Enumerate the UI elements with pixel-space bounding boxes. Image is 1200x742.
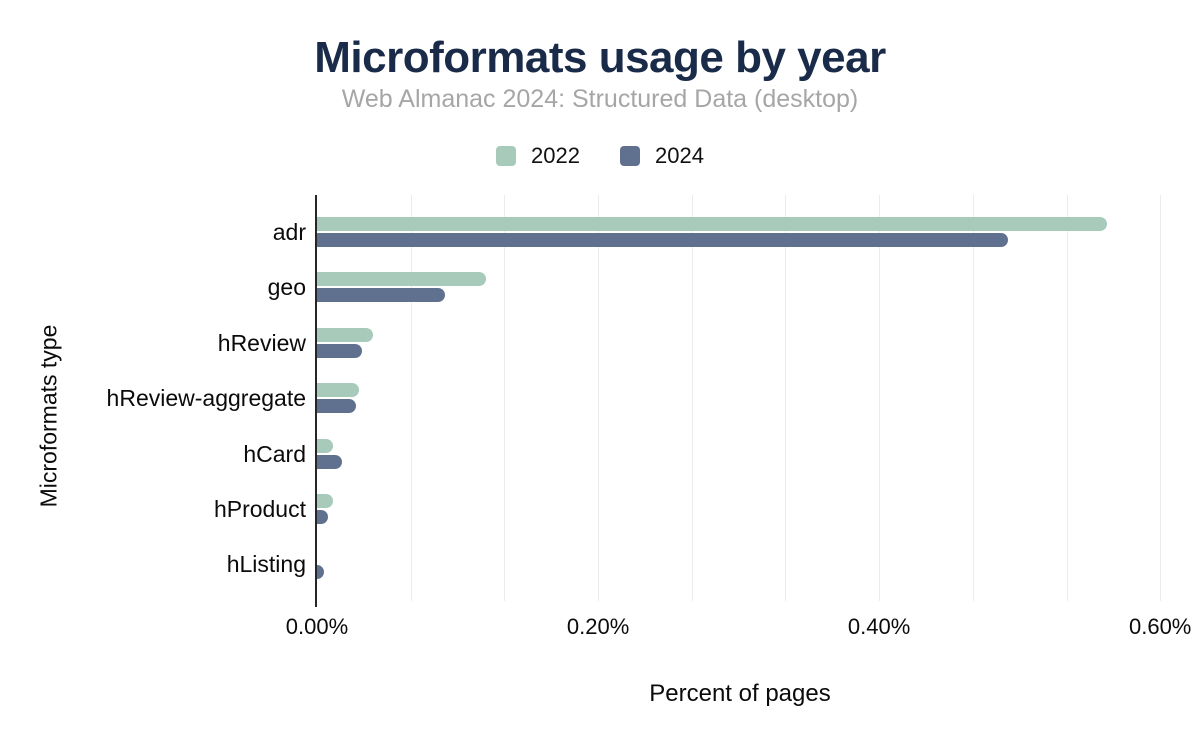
bar-2024-adr [317, 233, 1009, 247]
gridline [879, 195, 881, 601]
legend-entry-2024: 2024 [620, 143, 704, 169]
legend-swatch-icon [620, 146, 640, 166]
x-tick-label: 0.00% [285, 614, 349, 639]
legend-entry-2022: 2022 [496, 143, 580, 169]
gridline [691, 195, 693, 601]
gridline [598, 195, 600, 601]
y-axis-title-text: Microformats type [35, 324, 62, 508]
bar-2022-hReview [317, 327, 374, 342]
legend-label: 2024 [655, 143, 704, 168]
gridline [1160, 195, 1162, 601]
gridline [504, 195, 506, 601]
bar-2022-hReview-aggregate [317, 383, 360, 398]
chart-title: Microformats usage by year [314, 33, 886, 82]
bar-2022-geo [317, 272, 486, 287]
gridline [410, 195, 412, 601]
bar-2024-hListing [317, 565, 324, 580]
bar-2022-hProduct [317, 494, 333, 508]
bar-2024-hReview-aggregate [317, 399, 357, 414]
bar-2024-hProduct [317, 510, 329, 524]
x-tick-label: 0.20% [566, 614, 630, 639]
y-axis-line [315, 195, 317, 607]
bar-2022-hCard [317, 438, 333, 453]
y-tick-label-geo: geo [267, 274, 306, 301]
bar-2024-geo [317, 288, 445, 303]
bar-2024-hCard [317, 454, 343, 469]
x-tick-label: 0.60% [1128, 614, 1192, 639]
y-tick-label-hListing: hListing [226, 551, 306, 578]
legend: 2022 2024 [0, 143, 1200, 169]
x-tick-label: 0.40% [847, 614, 911, 639]
legend-label: 2022 [531, 143, 580, 168]
y-tick-label-adr: adr [272, 219, 306, 245]
chart-subtitle: Web Almanac 2024: Structured Data (deskt… [341, 85, 859, 113]
bar-2024-hReview [317, 343, 362, 358]
gridline [972, 195, 974, 601]
bar-2022-adr [317, 217, 1107, 231]
plot-area [315, 195, 1163, 607]
gridline [785, 195, 787, 601]
gridline [1066, 195, 1068, 601]
legend-swatch-icon [496, 146, 517, 166]
x-axis-title: Percent of pages [649, 680, 831, 707]
